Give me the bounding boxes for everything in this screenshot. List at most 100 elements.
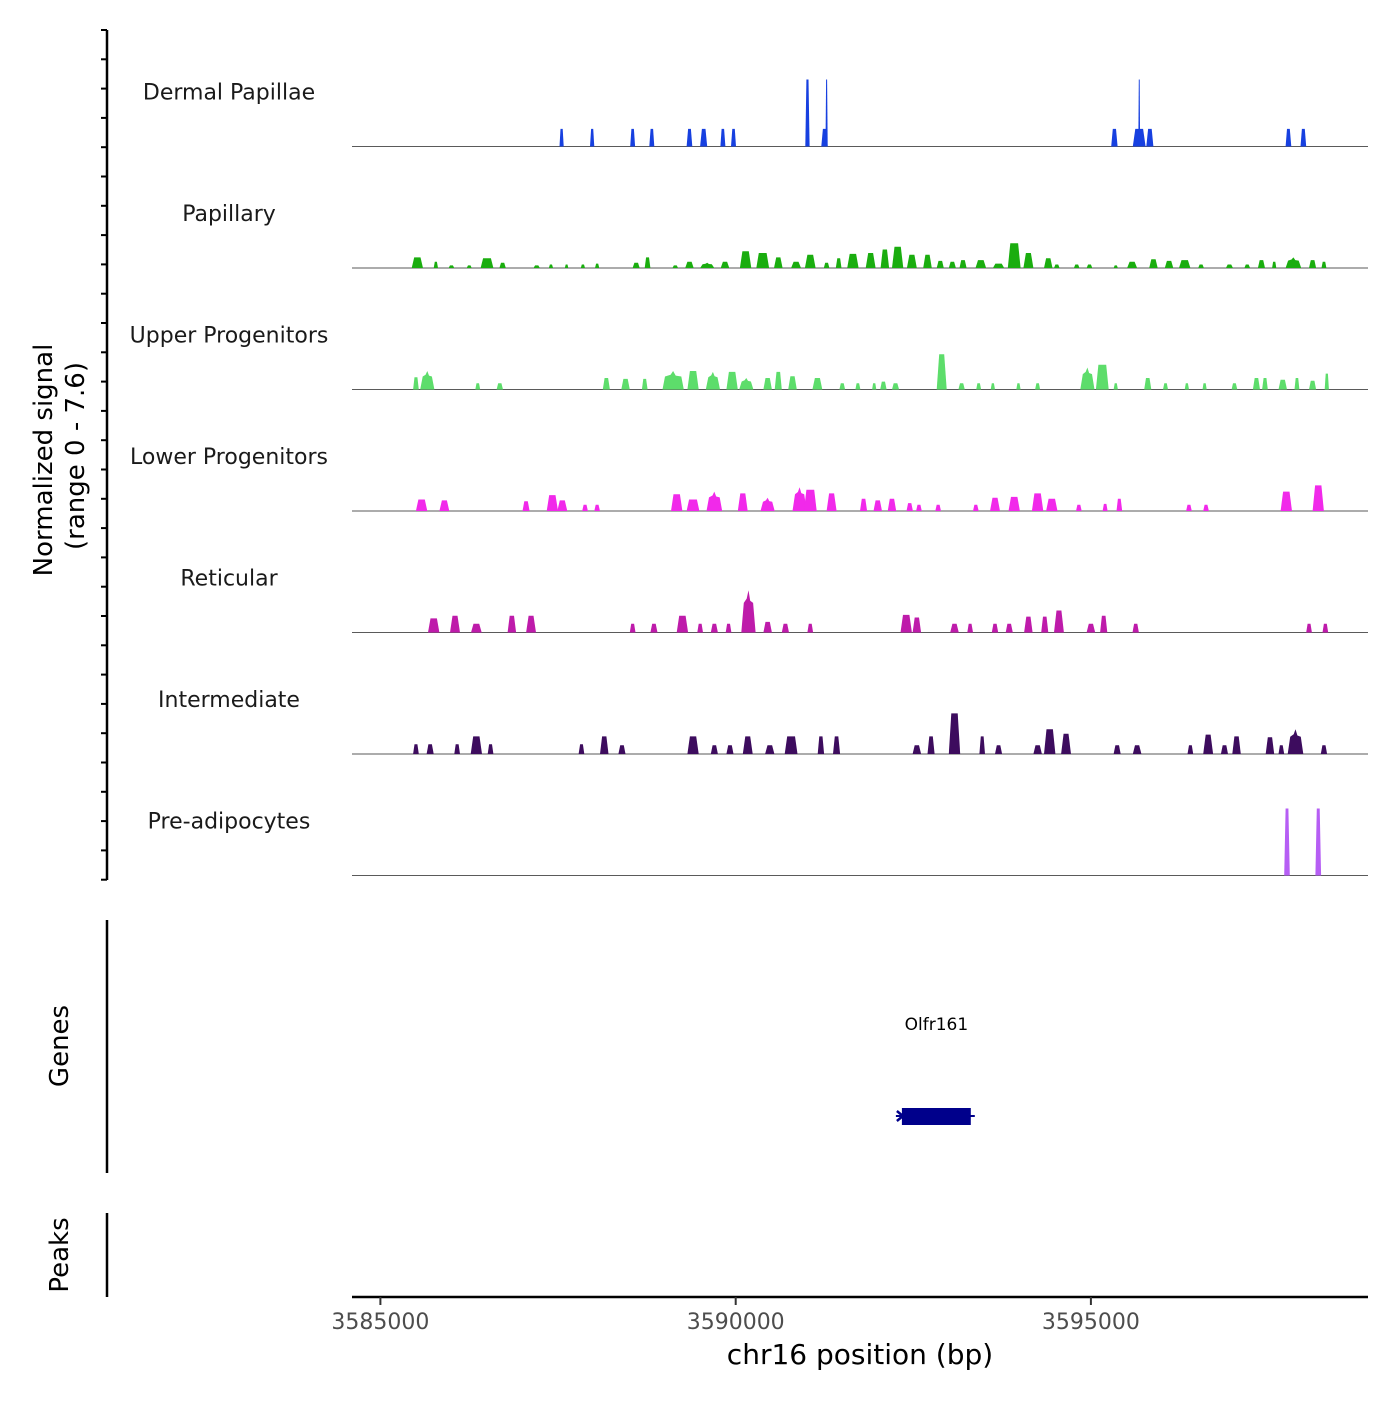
signal-peak: [741, 590, 756, 633]
signal-peak: [686, 499, 700, 511]
signal-peak: [433, 261, 438, 268]
track-label: Intermediate: [158, 688, 300, 713]
signal-peak: [687, 371, 699, 390]
gene-label: Olfr161: [905, 1015, 969, 1035]
signal-peak: [812, 378, 823, 390]
signal-peak: [1023, 253, 1034, 268]
signal-peak: [649, 128, 655, 147]
signal-peak: [1005, 623, 1013, 633]
signal-peak: [1252, 378, 1260, 390]
signal-peak: [1306, 623, 1312, 633]
signal-peak: [948, 261, 956, 268]
signal-peak: [1033, 745, 1042, 754]
signal-peak: [1187, 745, 1194, 754]
signal-peak: [1113, 265, 1118, 268]
signal-peak: [1278, 379, 1287, 390]
signal-peak: [784, 736, 798, 754]
signal-peak: [676, 615, 689, 633]
signal-peak: [720, 128, 726, 147]
signal-peak: [872, 383, 877, 390]
signal-peak: [559, 128, 564, 147]
signal-peak: [1320, 745, 1328, 754]
signal-peak: [1007, 243, 1021, 268]
signal-peak: [1102, 503, 1108, 511]
signal-peak: [413, 377, 419, 390]
track-6: Pre-adipocytes: [148, 808, 1368, 876]
signal-peak: [580, 264, 585, 268]
signal-peak: [557, 500, 568, 511]
signal-peak: [526, 615, 536, 633]
signal-peak: [892, 246, 904, 268]
signal-peak: [731, 128, 736, 147]
signal-peak: [1265, 737, 1275, 754]
signal-peak: [1300, 128, 1307, 147]
signal-peak: [1232, 736, 1241, 754]
signal-peak: [1202, 383, 1207, 390]
signal-peak: [582, 504, 588, 511]
signal-peak: [411, 257, 423, 268]
signal-peak: [466, 265, 472, 268]
signal-peak: [1044, 729, 1056, 754]
signal-peak: [1095, 364, 1109, 390]
signal-peak: [420, 371, 435, 390]
signal-peak: [976, 383, 982, 390]
gene-exon: [901, 1108, 971, 1125]
signal-peak: [765, 745, 775, 754]
signal-peak: [700, 128, 708, 147]
signal-peak: [923, 254, 932, 268]
signal-peak: [1186, 504, 1192, 511]
signal-peak: [936, 260, 944, 268]
track-label: Reticular: [180, 567, 278, 592]
signal-peak: [720, 261, 730, 268]
track-label: Upper Progenitors: [130, 324, 329, 349]
track-1: Papillary: [182, 202, 1368, 269]
signal-peak: [426, 744, 434, 754]
signal-peak: [839, 383, 846, 390]
signal-peak: [1294, 378, 1300, 390]
signal-peak: [1164, 260, 1174, 268]
signal-peak: [522, 501, 530, 511]
signal-peak: [1262, 378, 1268, 390]
signal-peak: [644, 257, 651, 268]
signal-peak: [817, 736, 825, 754]
signal-peak: [979, 736, 985, 754]
signal-peak: [995, 745, 1003, 754]
signal-peak: [686, 128, 693, 147]
signal-peak: [1284, 808, 1290, 876]
signal-peak: [1322, 623, 1329, 633]
signal-peak: [880, 249, 890, 268]
signal-peak: [1054, 264, 1060, 268]
signal-peak: [1163, 383, 1168, 390]
signal-peak: [1309, 380, 1317, 390]
signal-peak: [1324, 373, 1329, 390]
track-2: Upper Progenitors: [130, 324, 1368, 390]
signal-peak: [706, 491, 723, 511]
signal-peak: [1285, 128, 1292, 147]
signal-peak: [1138, 79, 1141, 147]
x-axis-title: chr16 position (bp): [727, 1338, 993, 1371]
signal-peak: [792, 487, 807, 511]
signal-peak: [413, 744, 419, 754]
signal-peak: [855, 383, 861, 390]
signal-peak: [1132, 623, 1139, 633]
signal-peak: [959, 260, 967, 268]
signal-peak: [1035, 383, 1041, 390]
signal-peak: [700, 262, 715, 268]
signal-peak: [697, 623, 703, 633]
signal-peak: [671, 494, 683, 511]
signal-peak: [1203, 504, 1209, 511]
signal-peak: [763, 621, 772, 633]
signal-peak: [1184, 383, 1189, 390]
signal-peak: [1076, 504, 1082, 511]
strand-arrow-icon: [896, 1110, 905, 1122]
signal-peak: [499, 262, 506, 268]
signal-peak: [1149, 259, 1158, 268]
signal-peak: [805, 79, 810, 147]
signal-peak: [1061, 733, 1071, 754]
signal-peak: [650, 623, 658, 633]
signal-peak: [1008, 496, 1020, 511]
signal-peak: [705, 371, 720, 390]
signal-peak: [1054, 610, 1064, 633]
signal-peak: [1315, 808, 1322, 876]
